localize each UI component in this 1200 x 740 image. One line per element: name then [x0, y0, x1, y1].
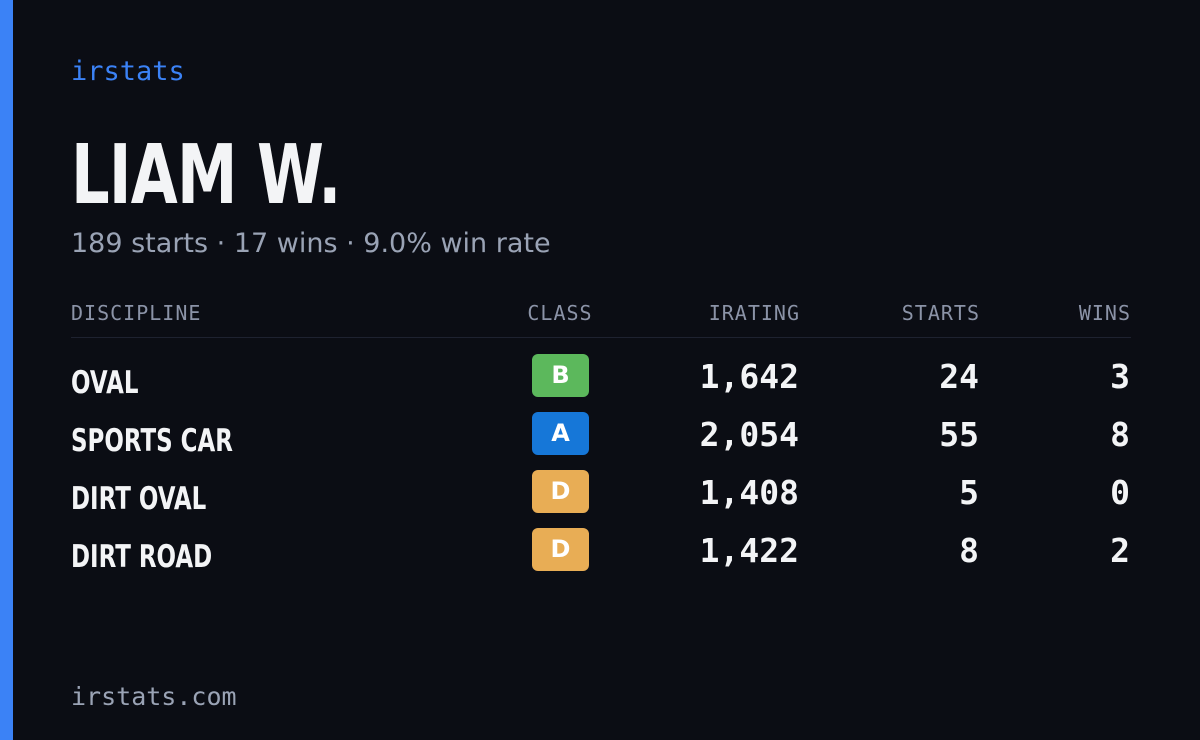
accent-bar [0, 0, 13, 740]
stat-value: 8 [1110, 415, 1130, 454]
class-badge: B [532, 354, 589, 397]
class-badge: D [532, 528, 589, 571]
stat-value: 24 [939, 357, 979, 396]
footer: irstats.com [71, 682, 237, 711]
column-header: IRATING [708, 301, 800, 325]
stat-value: 2 [1110, 531, 1130, 570]
discipline: SPORTS CAR [71, 423, 233, 459]
stat-value: 0 [1110, 473, 1130, 512]
stat-value: 1,642 [699, 357, 799, 396]
stat-value: 5 [959, 473, 979, 512]
discipline: DIRT OVAL [71, 481, 207, 517]
driver-name: LIAM W. [71, 128, 341, 223]
stat-value: 1,422 [699, 531, 799, 570]
class-badge: A [532, 412, 589, 455]
column-header: DISCIPLINE [71, 301, 202, 325]
stat-value: 1,408 [699, 473, 799, 512]
stat-value: 2,054 [699, 415, 799, 454]
column-header: WINS [1078, 301, 1131, 325]
stat-value: 55 [939, 415, 979, 454]
stat-value: 3 [1110, 357, 1130, 396]
brand: irstats [71, 56, 185, 87]
driver-summary: 189 starts · 17 wins · 9.0% win rate [71, 228, 551, 259]
column-header: CLASS [527, 301, 593, 325]
column-header: STARTS [901, 301, 980, 325]
header-rule [71, 337, 1131, 338]
discipline: OVAL [71, 365, 139, 401]
class-badge: D [532, 470, 589, 513]
stat-value: 8 [959, 531, 979, 570]
discipline: DIRT ROAD [71, 539, 213, 575]
